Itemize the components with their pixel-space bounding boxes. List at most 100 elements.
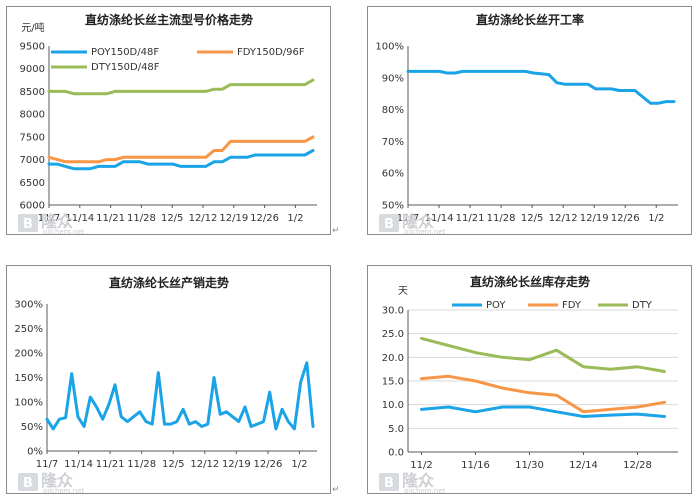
x-tick-label: 1/2	[287, 213, 303, 224]
watermark-site: oilchem.net	[404, 487, 446, 495]
chart-title: 直纺涤纶长丝开工率	[476, 12, 584, 27]
x-tick-label: 11/30	[515, 460, 544, 471]
legend-label: FDY150D/96F	[237, 47, 305, 58]
y-tick-label: 6500	[20, 178, 45, 189]
y-tick-label: 8500	[20, 87, 45, 98]
watermark-logo-letter: B	[384, 476, 394, 491]
chart-title: 直纺涤纶长丝产销走势	[109, 275, 229, 290]
y-tick-label: 5.0	[388, 424, 404, 435]
x-tick-label: 11/28	[127, 213, 156, 224]
x-tick-label: 12/12	[189, 213, 218, 224]
y-tick-label: 7000	[20, 155, 45, 166]
x-tick-label: 12/12	[190, 459, 219, 470]
x-tick-label: 12/28	[623, 460, 652, 471]
x-tick-label: 11/16	[461, 460, 490, 471]
series-line	[47, 149, 315, 171]
x-tick-label: 12/12	[549, 213, 578, 224]
y-tick-label: 25.0	[382, 329, 404, 340]
watermark-logo-icon	[18, 473, 38, 491]
series-line	[420, 405, 666, 418]
x-tick-label: 12/19	[222, 459, 251, 470]
watermark-site: oilchem.net	[43, 228, 85, 236]
x-tick-label: 1/2	[648, 213, 664, 224]
y-tick-label: 200%	[14, 349, 43, 360]
y-tick-label: 50%	[21, 422, 43, 433]
x-tick-label: 11/28	[487, 213, 516, 224]
x-tick-label: 11/21	[96, 213, 125, 224]
watermark-logo-letter: B	[384, 217, 394, 232]
operating-rate-chart: 直纺涤纶长丝开工率 50% 60% 70% 80% 90% 100% 11/7 11/14 11/…	[367, 6, 692, 236]
watermark-logo-icon	[18, 214, 38, 232]
y-tick-label: 100%	[375, 42, 404, 53]
x-tick-label: 12/26	[250, 213, 279, 224]
y-axis-label: 元/吨	[21, 21, 44, 34]
y-tick-label: 0%	[27, 447, 43, 458]
x-tick-label: 12/5	[521, 213, 543, 224]
watermark-brand: 隆众	[402, 212, 435, 231]
y-tick-label: 9500	[20, 42, 45, 53]
x-tick-label: 12/5	[162, 459, 184, 470]
x-tick-label: 11/7	[38, 213, 60, 224]
y-tick-label: 7500	[20, 132, 45, 143]
x-tick-label: 12/19	[580, 213, 609, 224]
y-tick-label: 30.0	[382, 306, 404, 317]
legend-label: DTY	[632, 300, 653, 311]
series-line	[47, 135, 315, 164]
y-tick-label: 10.0	[382, 400, 404, 411]
legend-label: FDY	[562, 300, 582, 311]
x-tick-label: 12/5	[161, 213, 183, 224]
x-tick-label: 12/26	[611, 213, 640, 224]
watermark-site: oilchem.net	[404, 228, 446, 236]
legend-label: POY	[486, 300, 506, 311]
x-tick-label: 12/26	[254, 459, 283, 470]
legend-label: POY150D/48F	[91, 47, 159, 58]
y-tick-label: 90%	[382, 73, 404, 84]
y-tick-label: 15.0	[382, 377, 404, 388]
y-tick-label: 60%	[382, 169, 404, 180]
y-tick-label: 150%	[14, 373, 43, 384]
series-line	[47, 78, 315, 96]
watermark-logo-letter: B	[23, 217, 33, 232]
chart-title: 直纺涤纶长丝主流型号价格走势	[85, 12, 253, 27]
y-tick-label: 100%	[14, 398, 43, 409]
y-tick-label: 8000	[20, 110, 45, 121]
watermark-logo-icon	[379, 473, 399, 491]
y-tick-label: 250%	[14, 324, 43, 335]
legend-label: DTY150D/48F	[91, 62, 160, 73]
sales-ratio-chart: 直纺涤纶长丝产销走势 0% 50% 100% 150% 200% 250% 300% 11/7 1…	[6, 265, 331, 495]
corner-mark: ↵	[332, 226, 340, 236]
watermark-brand: 隆众	[41, 212, 74, 231]
watermark-site: oilchem.net	[43, 487, 85, 495]
watermark-logo-icon	[379, 214, 399, 232]
inventory-trend-chart: 直纺涤纶长丝库存走势天 0.0 5.0 10.0 15.0 20.0 25.0 30.0 11/…	[367, 265, 692, 495]
y-tick-label: 70%	[382, 137, 404, 148]
watermark-brand: 隆众	[41, 471, 74, 490]
y-tick-label: 50%	[382, 201, 404, 212]
x-tick-label: 11/21	[456, 213, 485, 224]
y-tick-label: 300%	[14, 300, 43, 311]
y-axis-label: 天	[398, 286, 408, 297]
series-line	[406, 69, 676, 105]
x-tick-label: 11/7	[397, 213, 419, 224]
x-tick-label: 12/19	[219, 213, 248, 224]
x-tick-label: 11/14	[425, 213, 454, 224]
y-tick-label: 80%	[382, 105, 404, 116]
x-tick-label: 11/21	[96, 459, 125, 470]
y-tick-label: 20.0	[382, 353, 404, 364]
watermark-logo-letter: B	[23, 476, 33, 491]
x-tick-label: 12/14	[569, 460, 598, 471]
series-line	[420, 336, 666, 373]
sales-ratio-svg: 直纺涤纶长丝产销走势 0% 50% 100% 150% 200% 250% 300% 11/7 1…	[14, 275, 317, 495]
x-tick-label: 11/14	[65, 213, 94, 224]
watermark-brand: 隆众	[402, 471, 435, 490]
chart-title: 直纺涤纶长丝库存走势	[470, 274, 590, 289]
corner-mark: ↵	[332, 485, 340, 495]
x-tick-label: 11/7	[36, 459, 58, 470]
x-tick-label: 11/28	[127, 459, 156, 470]
x-tick-label: 11/14	[64, 459, 93, 470]
series-line	[420, 374, 666, 414]
x-tick-label: 1/2	[291, 459, 307, 470]
